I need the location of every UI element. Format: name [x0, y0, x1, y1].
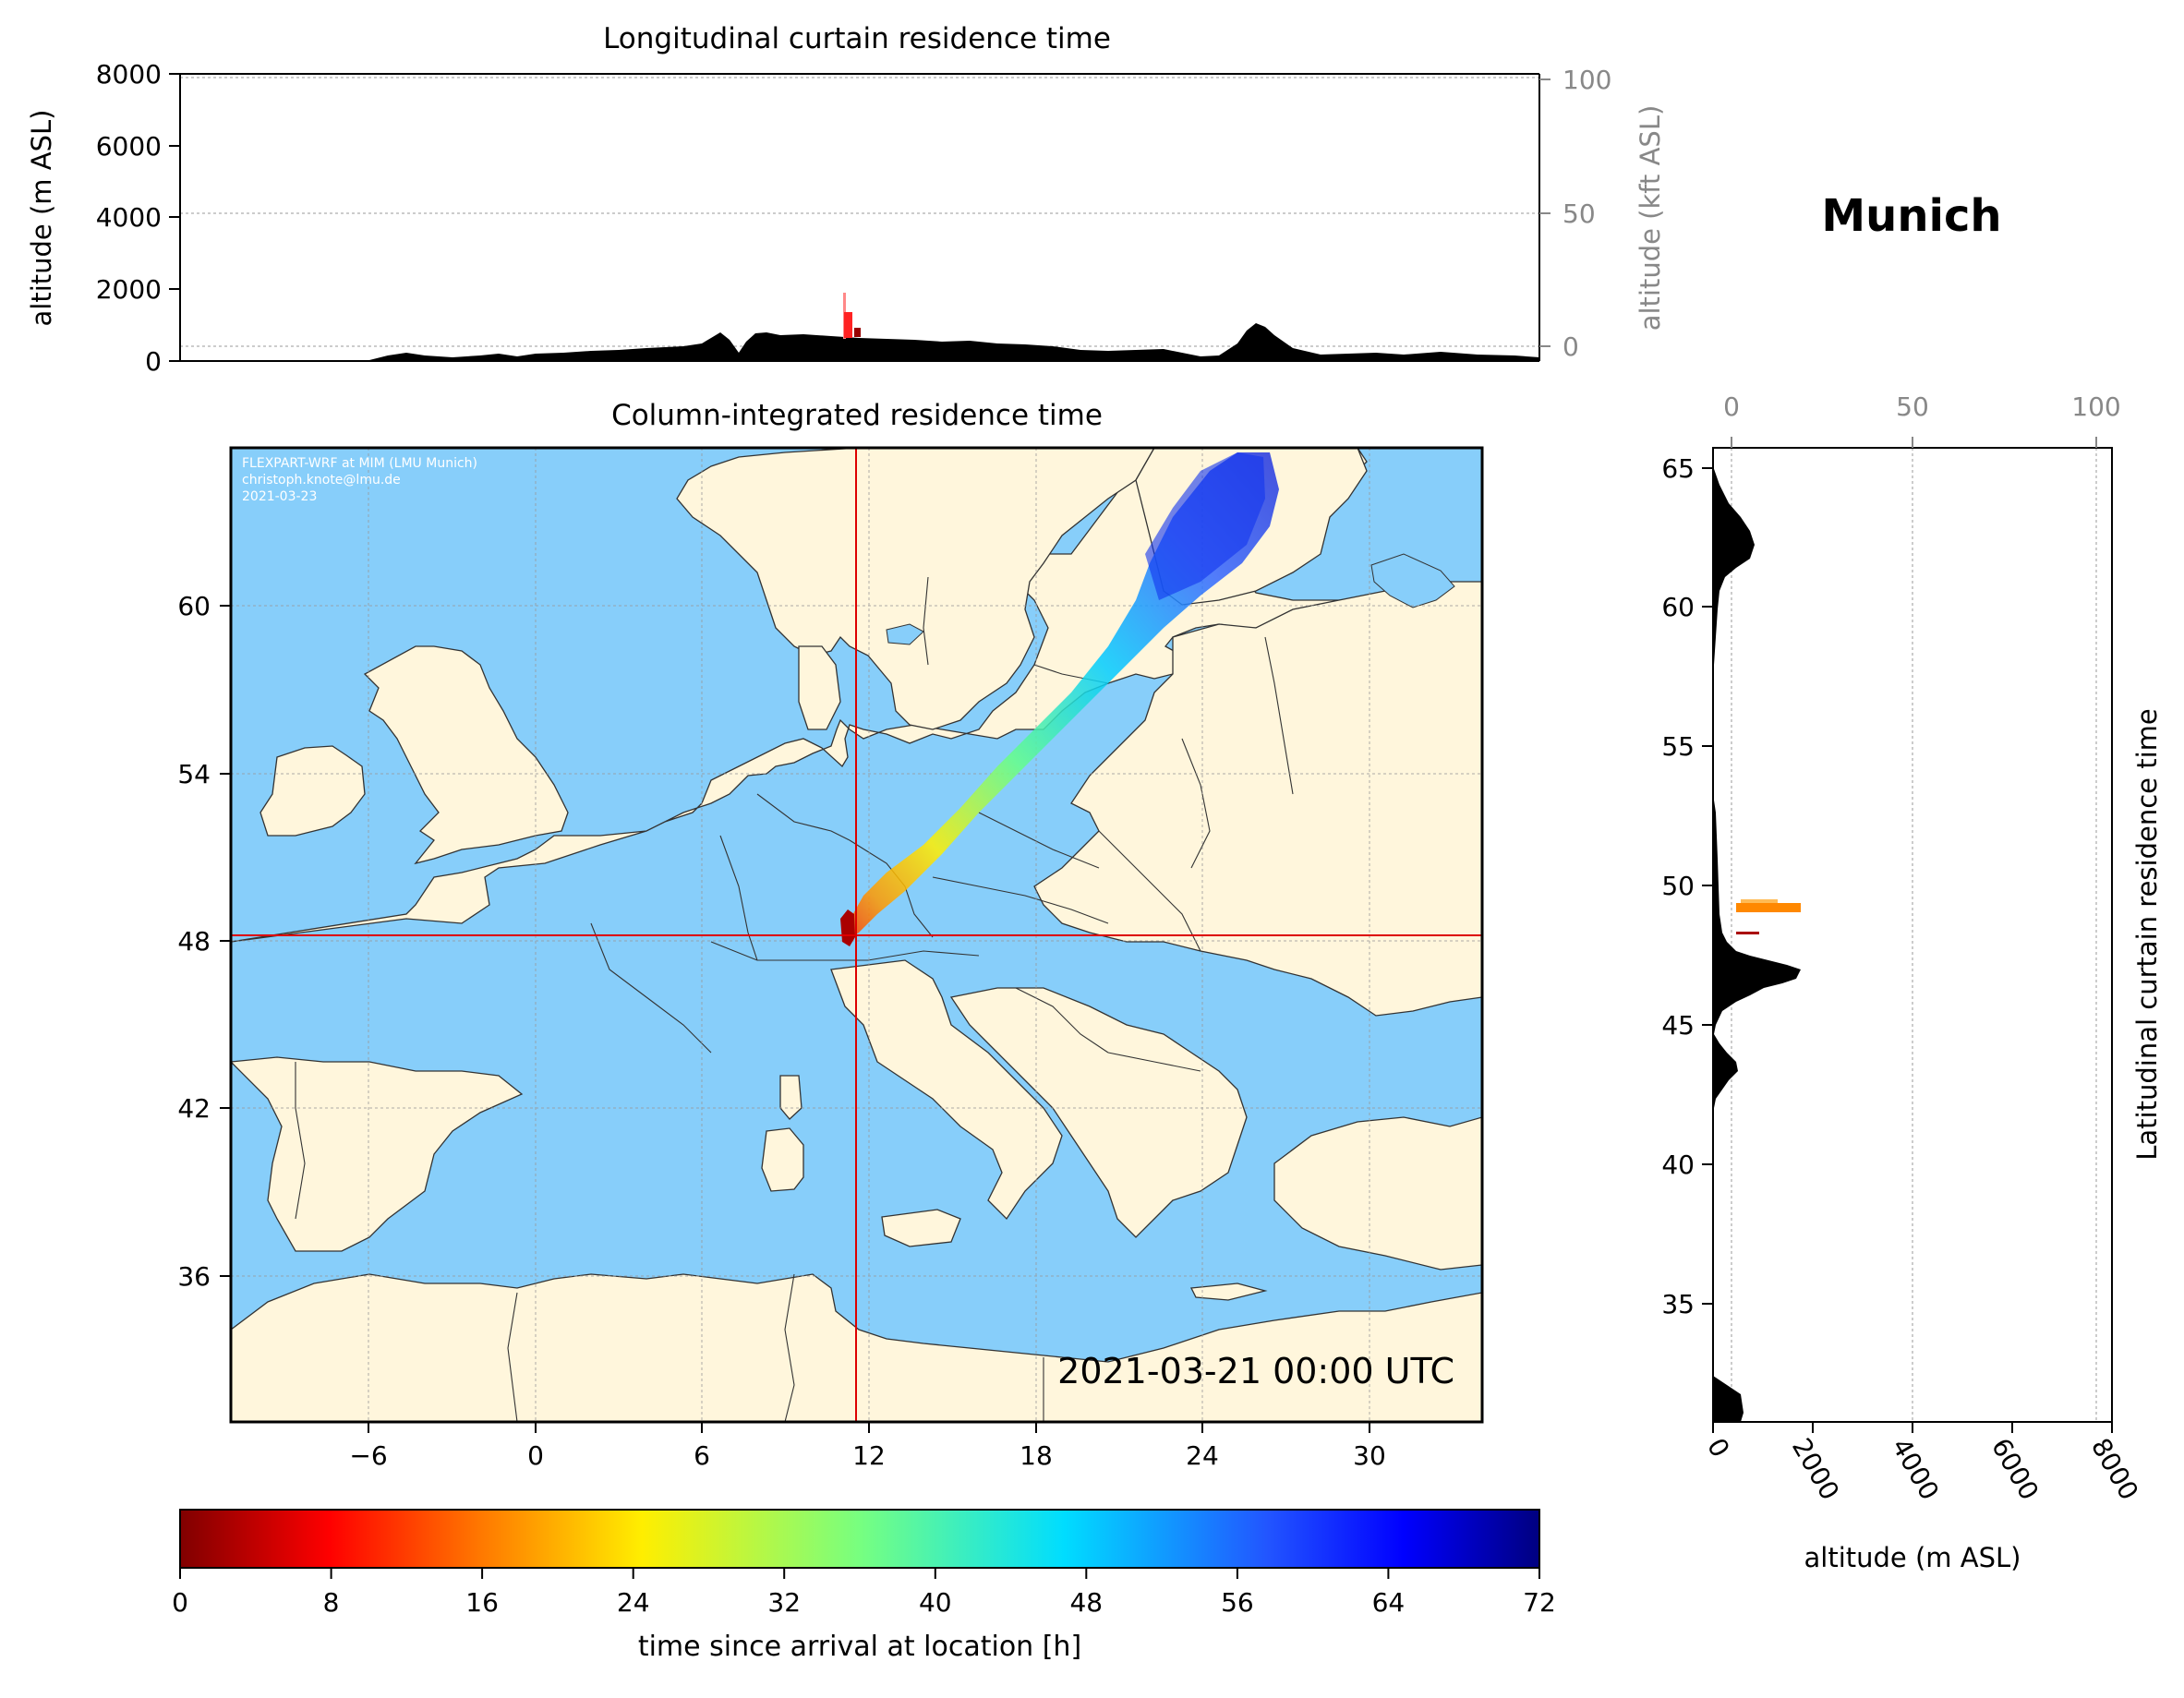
plume-core [1145, 452, 1265, 600]
colorbar-label: time since arrival at location [h] [638, 1631, 1081, 1663]
location-title: Munich [1821, 190, 2001, 242]
right-top-ticks: 0 50 100 [1723, 391, 2121, 448]
lakes [886, 553, 1455, 645]
right-lat-tick-label: 60 [1661, 592, 1695, 622]
top-left-tick-label: 4000 [96, 202, 162, 233]
colorbar-tick-label: 56 [1221, 1587, 1254, 1618]
colorbar-tick-label: 0 [172, 1587, 188, 1618]
colorbar-tick-label: 40 [919, 1587, 952, 1618]
right-top-tick-label: 50 [1896, 391, 1929, 422]
right-lat-tick-label: 55 [1661, 731, 1695, 762]
lon-tick-label: 6 [694, 1440, 710, 1471]
right-bottom-tick-label: 2000 [1786, 1433, 1845, 1505]
turkey [1273, 1116, 1482, 1270]
top-left-tick-label: 2000 [96, 274, 162, 305]
top-residence-marks [843, 293, 861, 339]
iberia [231, 1056, 524, 1252]
lon-tick-label: −6 [349, 1440, 387, 1471]
colorbar-tick-label: 48 [1069, 1587, 1103, 1618]
map-panel-title: Column-integrated residence time [611, 399, 1103, 432]
colorbar: 0 8 16 24 32 40 48 56 64 72 time since a… [172, 1509, 1556, 1663]
lat-tick-label: 36 [177, 1261, 211, 1292]
top-right-tick-label: 0 [1563, 331, 1579, 362]
lon-tick-label: 12 [852, 1440, 886, 1471]
sicily [881, 1209, 961, 1247]
lake-ladoga [1370, 553, 1455, 608]
right-ylabel: Latitudinal curtain residence time [2131, 708, 2163, 1161]
credit-line: christoph.knote@lmu.de [242, 473, 401, 488]
top-ylabel-left: altitude (m ASL) [26, 110, 57, 327]
top-left-tick-label: 8000 [96, 59, 162, 90]
top-right-tick-label: 50 [1563, 199, 1596, 229]
right-bottom-ticks: 0 2000 4000 6000 8000 [1701, 1422, 2144, 1505]
right-top-tick-label: 100 [2071, 391, 2120, 422]
top-right-ticks: 0 50 100 [1539, 65, 1611, 362]
credit-line: 2021-03-23 [242, 489, 317, 504]
italy [830, 959, 1063, 1221]
plume-origin [840, 909, 855, 946]
right-bottom-tick-label: 0 [1701, 1433, 1735, 1463]
map-frame [229, 446, 1484, 1424]
scandinavia [676, 448, 1155, 730]
lon-tick-label: 30 [1353, 1440, 1386, 1471]
map-panel: Column-integrated residence time [177, 399, 1484, 1471]
location-crosshair [231, 448, 1482, 1422]
colorbar-tick-label: 64 [1372, 1587, 1406, 1618]
top-right-tick-label: 100 [1563, 65, 1611, 95]
right-bottom-tick-label: 6000 [1985, 1433, 2045, 1505]
map-timestamp: 2021-03-21 00:00 UTC [1057, 1351, 1454, 1391]
colorbar-tick-label: 24 [617, 1587, 650, 1618]
sardinia [761, 1127, 804, 1192]
right-lat-tick-label: 35 [1661, 1289, 1695, 1319]
lon-tick-label: 0 [527, 1440, 544, 1471]
credit-line: FLEXPART-WRF at MIM (LMU Munich) [242, 456, 477, 471]
top-left-tick-label: 6000 [96, 131, 162, 162]
lon-tick-label: 24 [1186, 1440, 1219, 1471]
denmark [798, 645, 841, 730]
colorbar-tick-label: 16 [465, 1587, 499, 1618]
lat-tick-label: 54 [177, 759, 211, 789]
top-panel-gridlines [180, 77, 1539, 347]
colorbar-tick-label: 72 [1523, 1587, 1556, 1618]
colorbar-gradient [179, 1509, 1540, 1569]
ireland [259, 745, 366, 837]
right-lat-tick-label: 50 [1661, 871, 1695, 901]
right-top-tick-label: 0 [1723, 391, 1740, 422]
lake-vanern [886, 623, 924, 645]
colorbar-tick-label: 32 [767, 1587, 801, 1618]
right-lat-tick-label: 65 [1661, 453, 1695, 484]
map-credit: FLEXPART-WRF at MIM (LMU Munich) christo… [242, 456, 477, 504]
crete [1189, 1283, 1268, 1301]
map-gridlines [231, 448, 1482, 1422]
top-left-ticks: 0 2000 4000 6000 8000 [96, 59, 180, 377]
right-lat-tick-label: 40 [1661, 1150, 1695, 1180]
top-panel-title: Longitudinal curtain residence time [603, 22, 1111, 55]
map-lat-ticks: 60 54 48 42 36 [177, 591, 231, 1292]
right-lat-ticks: 65 60 55 50 45 40 35 [1661, 453, 1713, 1319]
right-terrain-profile [1713, 448, 1801, 1422]
right-residence-marks [1736, 899, 1801, 934]
colorbar-tick-label: 8 [323, 1587, 340, 1618]
right-bottom-tick-label: 8000 [2085, 1433, 2144, 1505]
lat-tick-label: 42 [177, 1093, 211, 1124]
latitudinal-curtain-panel: 65 60 55 50 45 40 35 0 50 100 0 2000 40 0 [1661, 391, 2163, 1573]
right-panel-gridlines [1731, 448, 2097, 1422]
residence-plume [840, 452, 1279, 946]
top-ylabel-right: altitude (kft ASL) [1635, 105, 1666, 331]
top-left-tick-label: 0 [145, 346, 162, 377]
lon-tick-label: 18 [1020, 1440, 1053, 1471]
right-lat-tick-label: 45 [1661, 1010, 1695, 1041]
right-bottom-tick-label: 4000 [1886, 1433, 1945, 1505]
lat-tick-label: 60 [177, 591, 211, 621]
top-terrain-silhouette [180, 323, 1539, 360]
lat-tick-label: 48 [177, 926, 211, 957]
longitudinal-curtain-panel: Longitudinal curtain residence time 0 [26, 22, 1666, 377]
great-britain [363, 645, 569, 865]
colorbar-ticks: 0 8 16 24 32 40 48 56 64 72 [172, 1568, 1556, 1618]
right-xlabel: altitude (m ASL) [1804, 1542, 2021, 1573]
map-lon-ticks: −6 0 6 12 18 24 30 [349, 1422, 1386, 1471]
